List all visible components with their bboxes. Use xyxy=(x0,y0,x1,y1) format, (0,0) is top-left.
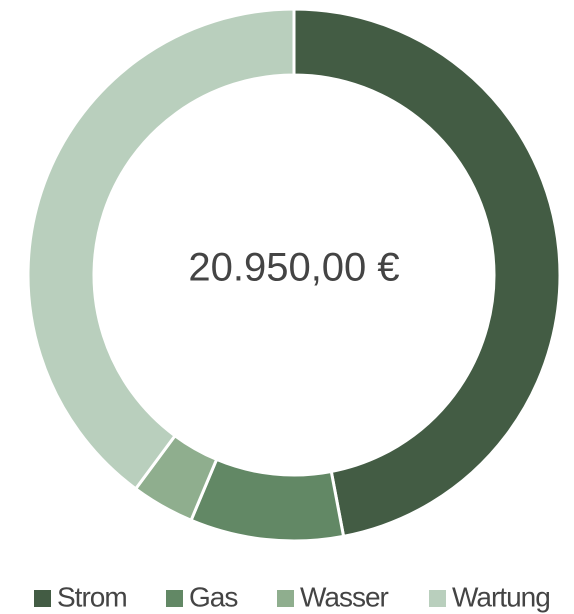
legend-swatch xyxy=(166,590,183,607)
legend-swatch xyxy=(429,590,446,607)
donut-segment xyxy=(189,457,346,543)
legend-label: Strom xyxy=(57,581,127,612)
legend-swatch xyxy=(34,590,51,607)
legend-label: Wasser xyxy=(300,581,389,612)
legend-label: Wartung xyxy=(452,581,550,612)
donut-segment xyxy=(292,7,562,539)
donut-segment xyxy=(26,7,296,491)
legend-label: Gas xyxy=(189,581,237,612)
legend-swatch xyxy=(277,590,294,607)
center-label: 20.950,00 € xyxy=(188,246,399,290)
